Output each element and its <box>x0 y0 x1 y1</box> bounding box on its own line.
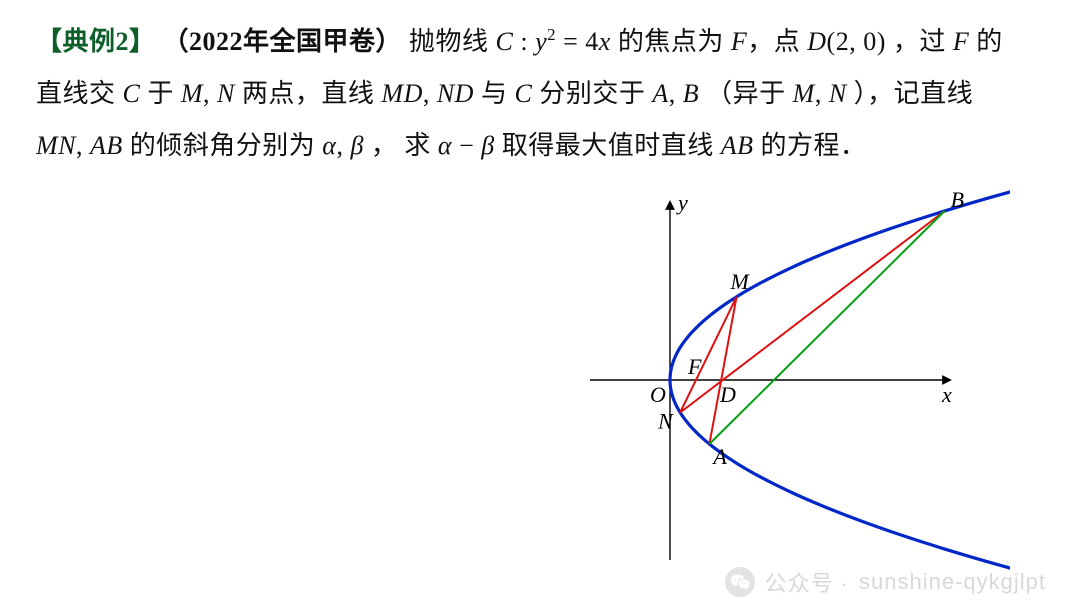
svg-text:N: N <box>657 409 674 434</box>
example-tag: 【典例2】 <box>36 27 156 56</box>
watermark-prefix: 公众号 · <box>765 566 849 598</box>
t1: 抛物线 <box>409 27 489 56</box>
svg-text:M: M <box>730 269 751 294</box>
problem-text: 【典例2】 （2022年全国甲卷） 抛物线 C : y2 = 4x 的焦点为 F… <box>36 16 1044 172</box>
exam-source: （2022年全国甲卷） <box>163 27 403 56</box>
svg-text:B: B <box>951 190 964 212</box>
svg-text:D: D <box>719 382 736 407</box>
wechat-icon <box>725 567 755 597</box>
watermark-name: sunshine-qykgjlpt <box>859 569 1046 595</box>
svg-text:x: x <box>941 382 952 407</box>
svg-text:y: y <box>676 190 688 215</box>
watermark: 公众号 · sunshine-qykgjlpt <box>725 566 1046 598</box>
svg-text:A: A <box>711 444 727 469</box>
svg-text:F: F <box>687 354 702 379</box>
svg-text:O: O <box>650 382 666 407</box>
geometry-figure: Ox y FD M N A B <box>590 190 1010 570</box>
curve-C: C <box>496 27 514 56</box>
